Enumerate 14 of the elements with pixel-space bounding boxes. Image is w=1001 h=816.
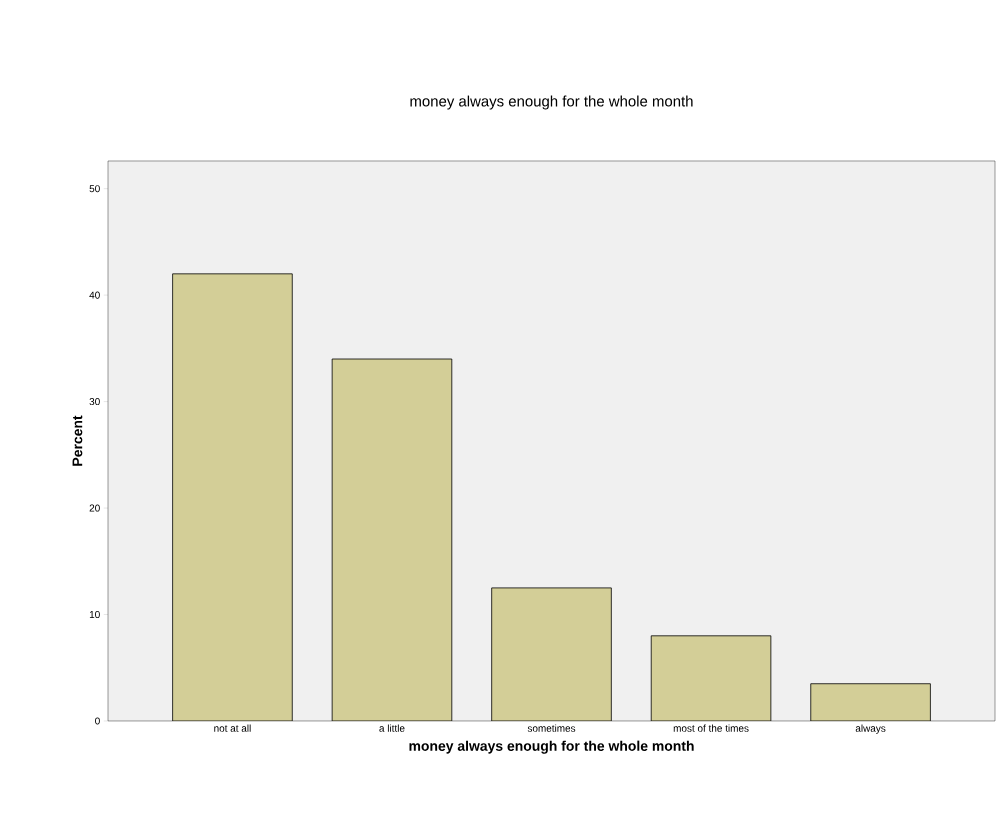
- x-tick-label: most of the times: [673, 724, 749, 732]
- y-tick-label: 20: [89, 504, 100, 512]
- x-axis-title: money always enough for the whole month: [409, 740, 694, 754]
- y-tick-label: 30: [89, 398, 100, 406]
- chart-title: money always enough for the whole month: [410, 95, 693, 110]
- y-tick-label: 50: [89, 185, 100, 193]
- y-tick-label: 40: [89, 291, 100, 299]
- y-axis-title: Percent: [72, 415, 83, 466]
- y-tick-label: 0: [95, 717, 100, 725]
- x-tick-label: a little: [379, 724, 405, 732]
- x-tick-label: always: [855, 724, 886, 734]
- x-tick-label: not at all: [214, 724, 251, 732]
- y-tick-label: 10: [89, 611, 100, 619]
- x-tick-label: sometimes: [527, 724, 576, 732]
